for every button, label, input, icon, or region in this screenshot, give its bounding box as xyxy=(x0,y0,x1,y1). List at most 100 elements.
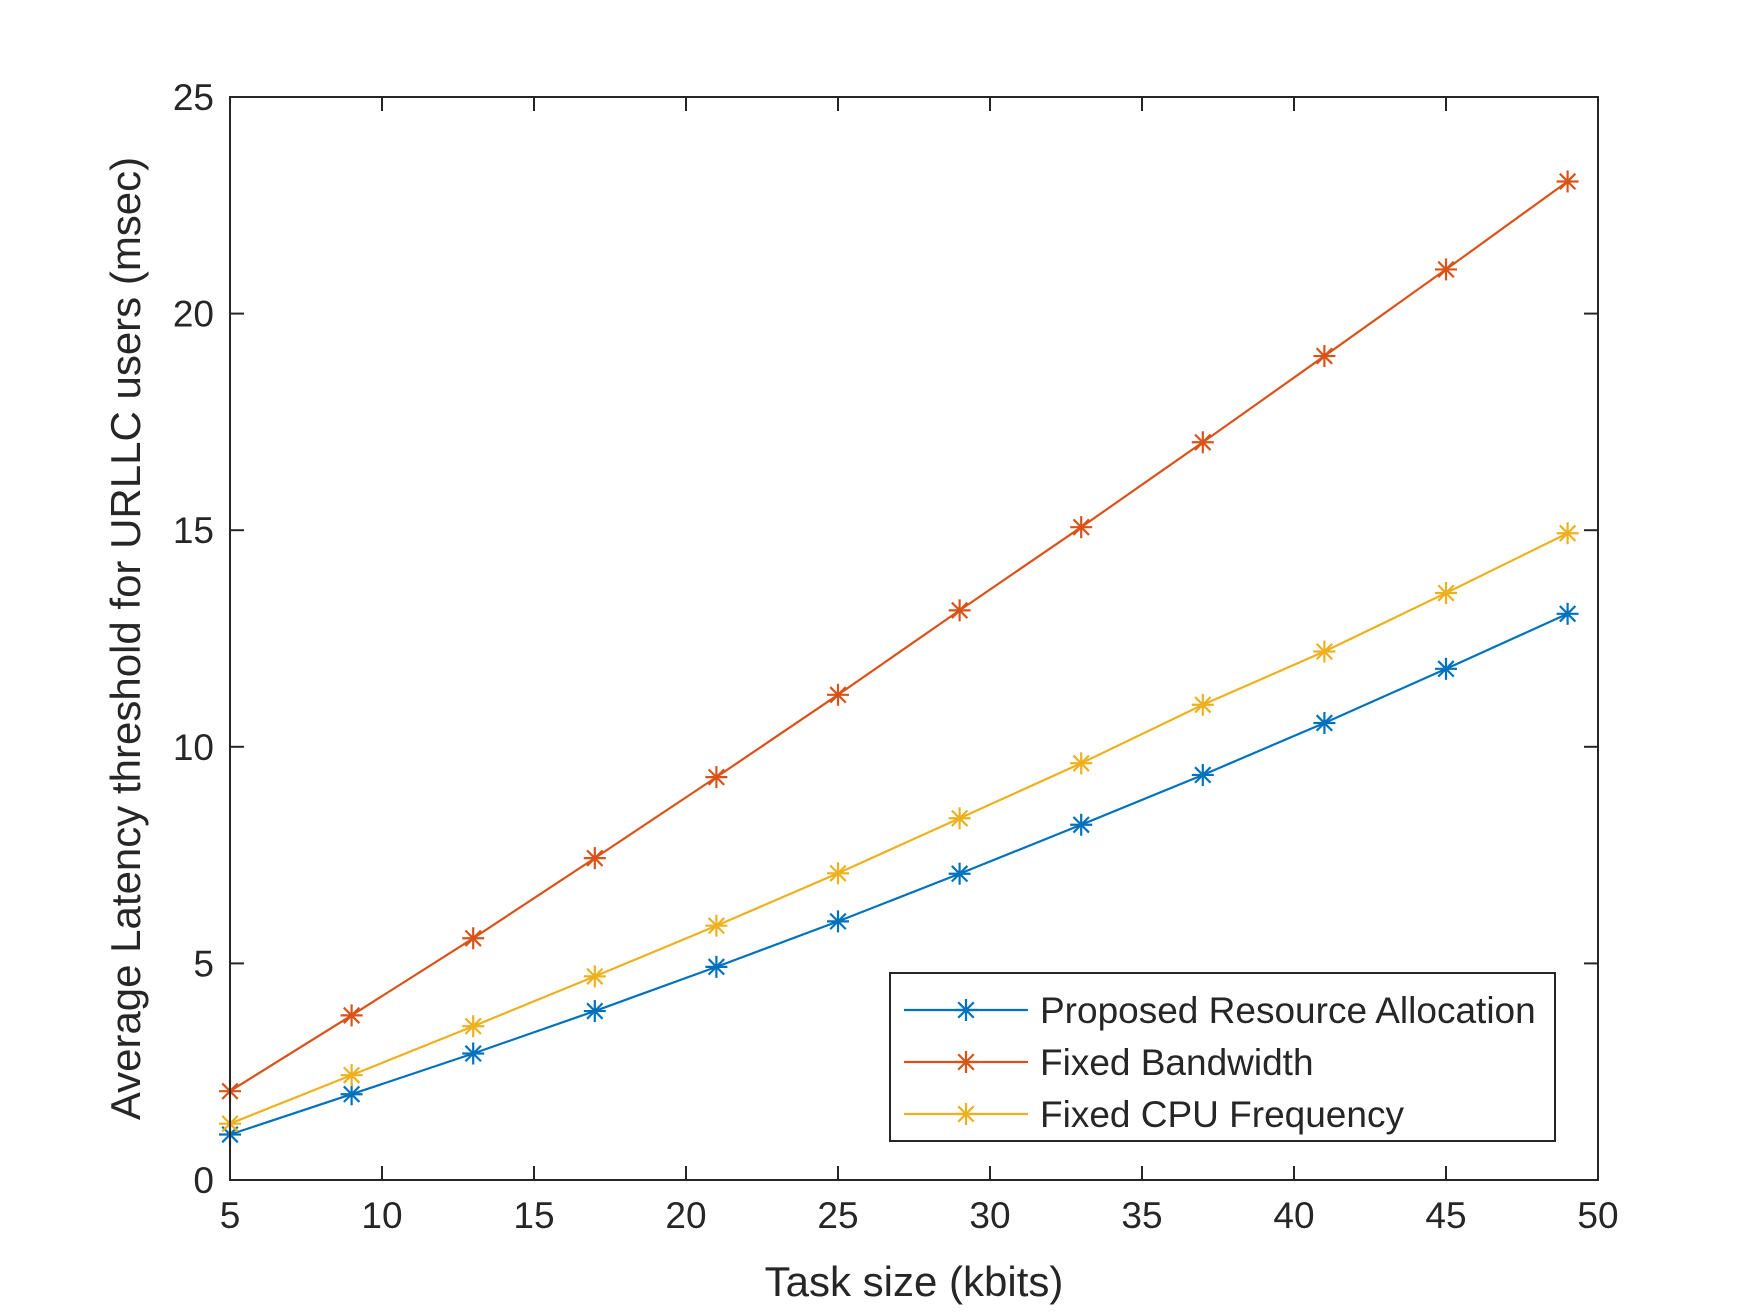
marker-stroke xyxy=(957,1105,975,1123)
x-tick-label: 10 xyxy=(361,1195,402,1236)
data-point xyxy=(1070,516,1093,539)
data-point xyxy=(1313,640,1336,663)
marker-stroke xyxy=(1072,518,1090,536)
x-tick-label: 45 xyxy=(1425,1195,1466,1236)
marker-stroke xyxy=(1315,714,1333,732)
data-point xyxy=(705,914,728,937)
marker-stroke xyxy=(1315,347,1333,365)
x-tick-label: 25 xyxy=(817,1195,858,1236)
y-tick-label: 5 xyxy=(193,943,214,984)
data-point xyxy=(705,766,728,789)
marker-stroke xyxy=(1072,816,1090,834)
data-point xyxy=(1435,582,1457,605)
legend-label: Proposed Resource Allocation xyxy=(1040,990,1536,1031)
marker-stroke xyxy=(707,917,725,935)
data-point xyxy=(1191,693,1214,716)
marker-stroke xyxy=(1194,766,1212,784)
y-tick-label: 25 xyxy=(173,77,214,118)
data-point xyxy=(1313,345,1336,368)
marker-stroke xyxy=(1315,642,1333,661)
marker-stroke xyxy=(1437,660,1455,678)
marker-stroke xyxy=(1559,524,1577,542)
marker-stroke xyxy=(957,1001,975,1019)
marker-stroke xyxy=(707,958,725,976)
data-point xyxy=(462,1042,485,1065)
legend: Proposed Resource Allocation Fixed Bandwi… xyxy=(889,972,1556,1142)
y-tick-label: 20 xyxy=(173,294,214,335)
x-tick-label: 5 xyxy=(220,1195,241,1236)
series-line xyxy=(229,180,1569,1093)
x-tick-label: 20 xyxy=(665,1195,706,1236)
marker-stroke xyxy=(951,601,969,619)
series-2 xyxy=(219,170,1579,1103)
data-point xyxy=(462,927,485,950)
y-tick-label: 10 xyxy=(173,727,214,768)
y-axis-label: Average Latency threshold for URLLC user… xyxy=(102,157,149,1120)
data-point xyxy=(340,1004,363,1027)
legend-marker xyxy=(955,1103,977,1125)
data-point xyxy=(948,807,971,830)
x-tick-label: 35 xyxy=(1121,1195,1162,1236)
data-point xyxy=(1556,170,1579,193)
marker-stroke xyxy=(829,686,847,704)
data-point xyxy=(1435,258,1457,281)
y-tick-label: 0 xyxy=(193,1160,214,1201)
data-point xyxy=(340,1064,363,1087)
x-tick-label: 40 xyxy=(1273,1195,1314,1236)
data-point xyxy=(462,1015,485,1038)
x-tick-label: 30 xyxy=(969,1195,1010,1236)
data-point xyxy=(827,683,849,706)
data-point xyxy=(583,847,606,870)
x-tick-label: 15 xyxy=(513,1195,554,1236)
data-point xyxy=(583,965,606,988)
data-point xyxy=(827,862,849,885)
marker-stroke xyxy=(343,1006,361,1024)
x-axis-label: Task size (kbits) xyxy=(765,1258,1064,1305)
x-tick-label: 50 xyxy=(1577,1195,1618,1236)
data-point xyxy=(1556,602,1579,625)
marker-stroke xyxy=(343,1066,361,1084)
marker-stroke xyxy=(1194,433,1212,451)
series-line xyxy=(229,612,1569,1136)
marker-stroke xyxy=(957,1053,975,1071)
data-point xyxy=(1070,752,1093,775)
data-point xyxy=(1313,711,1336,734)
data-point xyxy=(705,955,728,978)
axes-box xyxy=(229,96,1599,1181)
marker-stroke xyxy=(464,1017,482,1035)
marker-stroke xyxy=(343,1085,361,1103)
data-point xyxy=(1191,431,1214,454)
legend-entry: Proposed Resource Allocation xyxy=(904,990,1536,1031)
legend-label: Fixed Bandwidth xyxy=(1040,1042,1314,1083)
marker-stroke xyxy=(586,1002,604,1020)
legend-entry: Fixed CPU Frequency xyxy=(904,1094,1404,1135)
data-point xyxy=(948,862,971,885)
legend-marker xyxy=(955,999,977,1021)
marker-stroke xyxy=(1194,696,1212,714)
marker-stroke xyxy=(1437,260,1455,278)
data-point xyxy=(827,910,849,933)
marker-stroke xyxy=(586,849,604,867)
marker-stroke xyxy=(829,912,847,930)
legend-label: Fixed CPU Frequency xyxy=(1040,1094,1404,1135)
marker-stroke xyxy=(951,809,969,827)
data-point xyxy=(1070,813,1093,836)
marker-stroke xyxy=(586,967,604,985)
legend-entries: Proposed Resource Allocation Fixed Bandwi… xyxy=(904,990,1536,1135)
y-tick-label: 15 xyxy=(173,510,214,551)
marker-stroke xyxy=(951,865,969,883)
legend-marker xyxy=(955,1051,977,1073)
marker-stroke xyxy=(464,1044,482,1063)
data-point xyxy=(948,599,971,622)
marker-stroke xyxy=(1072,754,1090,772)
data-point xyxy=(340,1083,363,1106)
marker-stroke xyxy=(1559,605,1577,623)
marker-stroke xyxy=(829,864,847,882)
data-point xyxy=(1191,763,1214,786)
marker-stroke xyxy=(707,768,725,786)
series-line xyxy=(229,532,1569,1125)
data-point xyxy=(583,1000,606,1023)
data-point xyxy=(1556,522,1579,545)
